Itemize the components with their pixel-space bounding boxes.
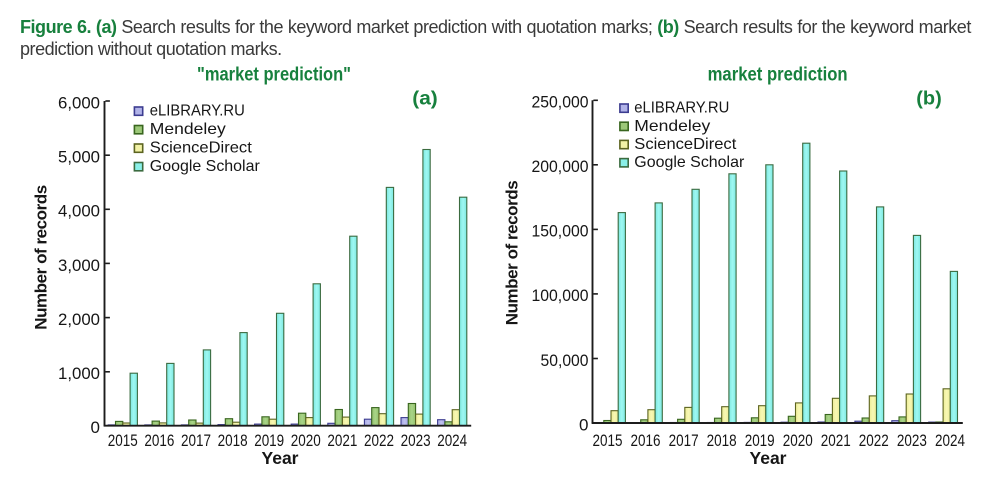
svg-text:2019: 2019 (745, 431, 775, 450)
svg-text:eLIBRARY.RU: eLIBRARY.RU (634, 100, 729, 117)
svg-text:2022: 2022 (364, 431, 394, 450)
svg-text:0: 0 (91, 418, 100, 437)
svg-text:"market prediction": "market prediction" (197, 64, 351, 86)
svg-text:2016: 2016 (144, 431, 174, 450)
svg-text:(b): (b) (916, 88, 942, 110)
svg-text:2018: 2018 (218, 431, 248, 450)
svg-text:Google Scholar: Google Scholar (634, 154, 745, 171)
svg-text:Mendeley: Mendeley (634, 118, 710, 135)
svg-text:0: 0 (579, 415, 588, 434)
svg-text:2021: 2021 (327, 431, 357, 450)
svg-text:Year: Year (750, 448, 787, 468)
svg-text:2015: 2015 (108, 431, 138, 450)
svg-text:ScienceDirect: ScienceDirect (634, 136, 737, 153)
svg-text:2021: 2021 (821, 431, 851, 450)
svg-text:eLIBRARY.RU: eLIBRARY.RU (150, 103, 245, 120)
svg-text:2024: 2024 (935, 431, 965, 450)
svg-text:2019: 2019 (254, 431, 284, 450)
svg-text:6,000: 6,000 (58, 93, 100, 112)
svg-text:200,000: 200,000 (532, 157, 589, 176)
svg-text:2024: 2024 (437, 431, 467, 450)
svg-text:2020: 2020 (291, 431, 321, 450)
svg-text:ScienceDirect: ScienceDirect (150, 140, 253, 157)
svg-text:Year: Year (262, 448, 299, 468)
svg-text:2022: 2022 (859, 431, 889, 450)
svg-text:2017: 2017 (669, 431, 699, 450)
svg-text:market prediction: market prediction (708, 64, 848, 86)
svg-text:2023: 2023 (401, 431, 431, 450)
svg-text:Number of records: Number of records (503, 181, 522, 325)
svg-text:150,000: 150,000 (532, 222, 589, 241)
svg-text:1,000: 1,000 (58, 364, 100, 383)
svg-text:50,000: 50,000 (541, 351, 589, 370)
svg-text:Mendeley: Mendeley (150, 121, 226, 138)
svg-text:2016: 2016 (631, 431, 661, 450)
svg-text:2015: 2015 (593, 431, 623, 450)
svg-text:5,000: 5,000 (58, 148, 100, 167)
svg-text:Google Scholar: Google Scholar (150, 158, 261, 175)
svg-text:(a): (a) (412, 88, 438, 110)
svg-text:Number of records: Number of records (32, 185, 51, 329)
svg-text:2017: 2017 (181, 431, 211, 450)
svg-text:3,000: 3,000 (58, 256, 100, 275)
svg-text:100,000: 100,000 (532, 286, 589, 305)
svg-text:4,000: 4,000 (58, 202, 100, 221)
svg-text:250,000: 250,000 (532, 93, 589, 112)
svg-text:2020: 2020 (783, 431, 813, 450)
svg-text:2018: 2018 (707, 431, 737, 450)
svg-text:2023: 2023 (897, 431, 927, 450)
svg-text:2,000: 2,000 (58, 310, 100, 329)
